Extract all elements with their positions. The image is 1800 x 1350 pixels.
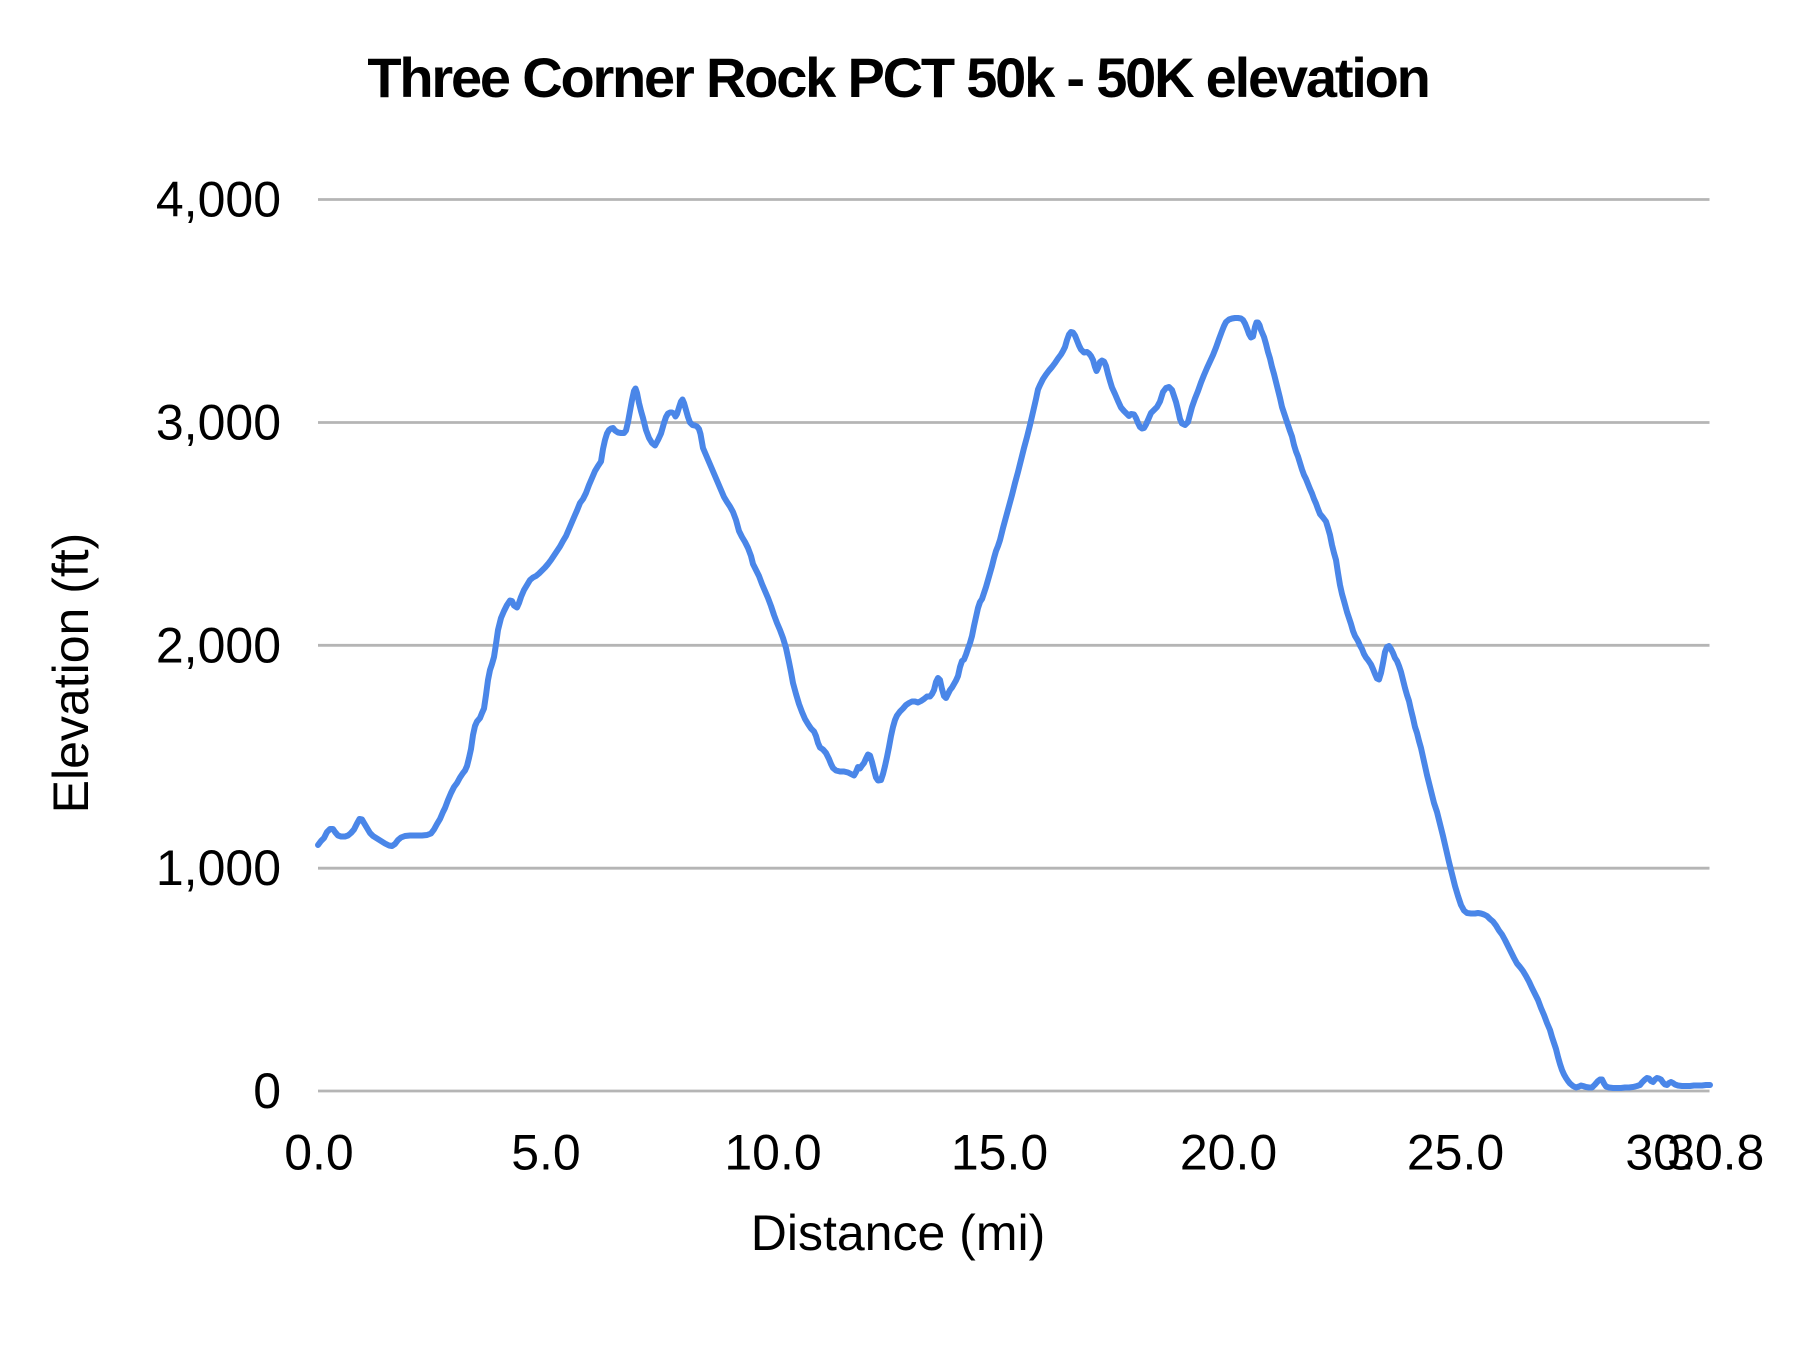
svg-text:Elevation (ft): Elevation (ft) (43, 533, 99, 814)
svg-text:15.0: 15.0 (951, 1125, 1048, 1181)
svg-text:25.0: 25.0 (1407, 1125, 1504, 1181)
svg-text:30.0: 30.0 (1625, 1125, 1722, 1181)
svg-text:1,000: 1,000 (156, 840, 281, 896)
svg-text:4,000: 4,000 (156, 172, 281, 228)
svg-text:3,000: 3,000 (156, 395, 281, 451)
svg-text:Three Corner Rock PCT 50k - 50: Three Corner Rock PCT 50k - 50K elevatio… (367, 46, 1428, 109)
svg-text:10.0: 10.0 (724, 1125, 821, 1181)
svg-text:20.0: 20.0 (1180, 1125, 1277, 1181)
svg-text:0: 0 (253, 1063, 281, 1119)
svg-text:2,000: 2,000 (156, 617, 281, 673)
svg-text:Distance (mi): Distance (mi) (751, 1205, 1045, 1261)
svg-text:0.0: 0.0 (284, 1125, 354, 1181)
svg-text:30.8: 30.8 (1667, 1125, 1764, 1181)
svg-text:5.0: 5.0 (511, 1125, 581, 1181)
